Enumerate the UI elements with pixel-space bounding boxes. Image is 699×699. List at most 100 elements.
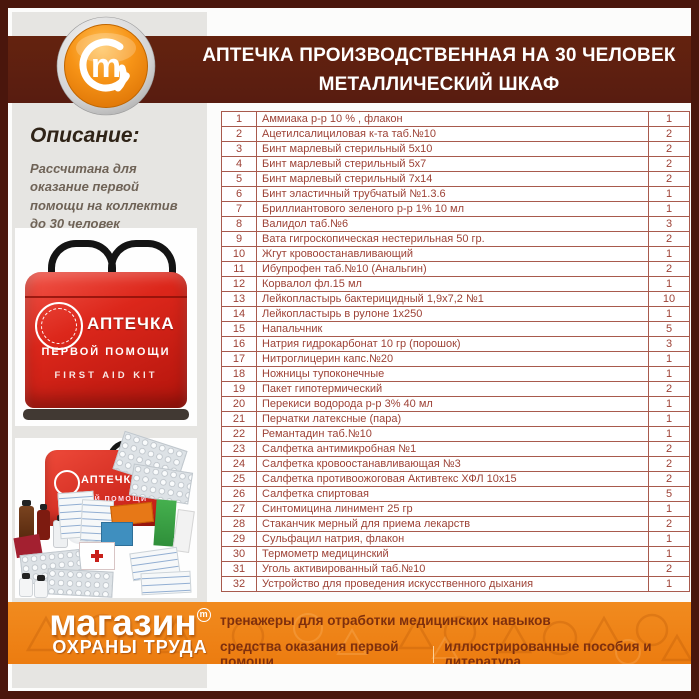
- first-aid-packet: [79, 542, 115, 570]
- table-row: 8 Валидол таб.№6 3: [221, 216, 690, 232]
- cell-name: Стаканчик мерный для приема лекарств: [256, 516, 649, 532]
- cell-qty: 2: [648, 231, 690, 247]
- cell-num: 31: [221, 561, 257, 577]
- cell-name: Салфетка противоожоговая Активтекс ХФЛ 1…: [256, 471, 649, 487]
- table-row: 1 Аммиака р-р 10 % , флакон 1: [221, 111, 690, 127]
- cell-qty: 10: [648, 291, 690, 307]
- cell-name: Ножницы тупоконечные: [256, 366, 649, 382]
- product-photo-bag: АПТЕЧКА ПЕРВОЙ ПОМОЩИ FIRST AID KIT: [15, 228, 197, 426]
- description-text: Рассчитана для оказание первой помощи на…: [30, 161, 178, 232]
- cell-name: Жгут кровоостанавливающий: [256, 246, 649, 262]
- footer-divider: [432, 645, 435, 663]
- brand-logo-icon: m: [56, 16, 156, 116]
- bag-subtitle-en: FIRST AID KIT: [54, 370, 158, 381]
- cell-qty: 1: [648, 501, 690, 517]
- cell-name: Бинт марлевый стерильный 5х7: [256, 156, 649, 172]
- table-row: 30 Термометр медицинский 1: [221, 546, 690, 562]
- bag-handle-icon: [108, 240, 176, 287]
- cell-num: 9: [221, 231, 257, 247]
- cell-num: 26: [221, 486, 257, 502]
- cell-qty: 1: [648, 351, 690, 367]
- cell-num: 23: [221, 441, 257, 457]
- footer-brand-name: магазин m: [30, 604, 230, 641]
- cell-name: Аммиака р-р 10 % , флакон: [256, 111, 649, 127]
- cell-num: 1: [221, 111, 257, 127]
- cell-qty: 2: [648, 156, 690, 172]
- cell-num: 5: [221, 171, 257, 187]
- cell-name: Термометр медицинский: [256, 546, 649, 562]
- table-row: 29 Сульфацил натрия, флакон 1: [221, 531, 690, 547]
- cell-num: 30: [221, 546, 257, 562]
- cell-qty: 5: [648, 321, 690, 337]
- cell-qty: 2: [648, 261, 690, 277]
- cell-qty: 1: [648, 111, 690, 127]
- cell-name: Корвалол фл.15 мл: [256, 276, 649, 292]
- cell-qty: 1: [648, 411, 690, 427]
- cell-num: 17: [221, 351, 257, 367]
- medicine-bottle: [37, 504, 50, 540]
- cell-num: 12: [221, 276, 257, 292]
- table-row: 21 Перчатки латексные (пара) 1: [221, 411, 690, 427]
- footer-brand: магазин m ОХРАНЫ ТРУДА: [30, 604, 230, 658]
- registered-mark-icon: m: [196, 608, 211, 622]
- cell-qty: 2: [648, 516, 690, 532]
- cell-qty: 1: [648, 396, 690, 412]
- page-title-line1: АПТЕЧКА ПРОИЗВОДСТВЕННАЯ НА 30 ЧЕЛОВЕК: [202, 45, 676, 66]
- cell-name: Ибупрофен таб.№10 (Анальгин): [256, 261, 649, 277]
- cell-name: Вата гигроскопическая нестерильная 50 гр…: [256, 231, 649, 247]
- description-heading: Описание:: [30, 124, 140, 147]
- table-row: 25 Салфетка противоожоговая Активтекс ХФЛ…: [221, 471, 690, 487]
- table-row: 31 Уголь активированный таб.№10 2: [221, 561, 690, 577]
- table-row: 2 Ацетилсалициловая к-та таб.№10 2: [221, 126, 690, 142]
- page-title: АПТЕЧКА ПРОИЗВОДСТВЕННАЯ НА 30 ЧЕЛОВЕК М…: [191, 41, 687, 99]
- cell-name: Синтомицина линимент 25 гр: [256, 501, 649, 517]
- footer-service-line1: тренажеры для отработки медицинских навы…: [220, 613, 551, 628]
- cell-qty: 2: [648, 456, 690, 472]
- cell-num: 6: [221, 186, 257, 202]
- medicine-bottle: [19, 500, 34, 540]
- table-row: 10 Жгут кровоостанавливающий 1: [221, 246, 690, 262]
- cell-name: Натрия гидрокарбонат 10 гр (порошок): [256, 336, 649, 352]
- cell-qty: 1: [648, 426, 690, 442]
- footer-service-line2: средства оказания первой помощи иллюстри…: [220, 639, 691, 664]
- logo-letter: m: [91, 47, 121, 85]
- cell-num: 4: [221, 156, 257, 172]
- contents-bag-title: АПТЕЧКА: [81, 474, 141, 486]
- cell-num: 2: [221, 126, 257, 142]
- table-row: 16 Натрия гидрокарбонат 10 гр (порошок) 3: [221, 336, 690, 352]
- cell-name: Валидол таб.№6: [256, 216, 649, 232]
- cell-qty: 2: [648, 441, 690, 457]
- cell-name: Бинт эластичный трубчатый №1.3.6: [256, 186, 649, 202]
- cell-qty: 2: [648, 381, 690, 397]
- cell-num: 14: [221, 306, 257, 322]
- table-row: 32 Устройство для проведения искусственно…: [221, 576, 690, 592]
- table-row: 22 Ремантадин таб.№10 1: [221, 426, 690, 442]
- pill-bottle: [19, 573, 33, 597]
- cell-num: 16: [221, 336, 257, 352]
- cell-num: 19: [221, 381, 257, 397]
- cell-name: Салфетка антимикробная №1: [256, 441, 649, 457]
- cell-name: Салфетка спиртовая: [256, 486, 649, 502]
- table-row: 19 Пакет гипотермический 2: [221, 381, 690, 397]
- table-row: 27 Синтомицина линимент 25 гр 1: [221, 501, 690, 517]
- cell-num: 11: [221, 261, 257, 277]
- cell-qty: 2: [648, 126, 690, 142]
- footer-service-item: иллюстрированные пособия и литература: [444, 639, 652, 664]
- product-photo-contents: АПТЕЧКА ПЕРВОЙ ПОМОЩИ: [13, 430, 197, 598]
- cell-qty: 1: [648, 546, 690, 562]
- cell-num: 7: [221, 201, 257, 217]
- cell-name: Пакет гипотермический: [256, 381, 649, 397]
- table-row: 24 Салфетка кровоостанавливающая №3 2: [221, 456, 690, 472]
- safety-signs-watermark: [25, 613, 691, 664]
- bag-title: АПТЕЧКА: [87, 314, 175, 333]
- cell-name: Лейкопластырь бактерицидный 1,9х7,2 №1: [256, 291, 649, 307]
- bag-body: АПТЕЧКА ПЕРВОЙ ПОМОЩИ FIRST AID KIT: [25, 272, 187, 408]
- cell-name: Устройство для проведения искусственного…: [256, 576, 649, 592]
- cell-num: 20: [221, 396, 257, 412]
- cell-name: Перекиси водорода р-р 3% 40 мл: [256, 396, 649, 412]
- cell-num: 8: [221, 216, 257, 232]
- cell-num: 3: [221, 141, 257, 157]
- table-row: 14 Лейкопластырь в рулоне 1х250 1: [221, 306, 690, 322]
- cell-num: 27: [221, 501, 257, 517]
- table-row: 18 Ножницы тупоконечные 1: [221, 366, 690, 382]
